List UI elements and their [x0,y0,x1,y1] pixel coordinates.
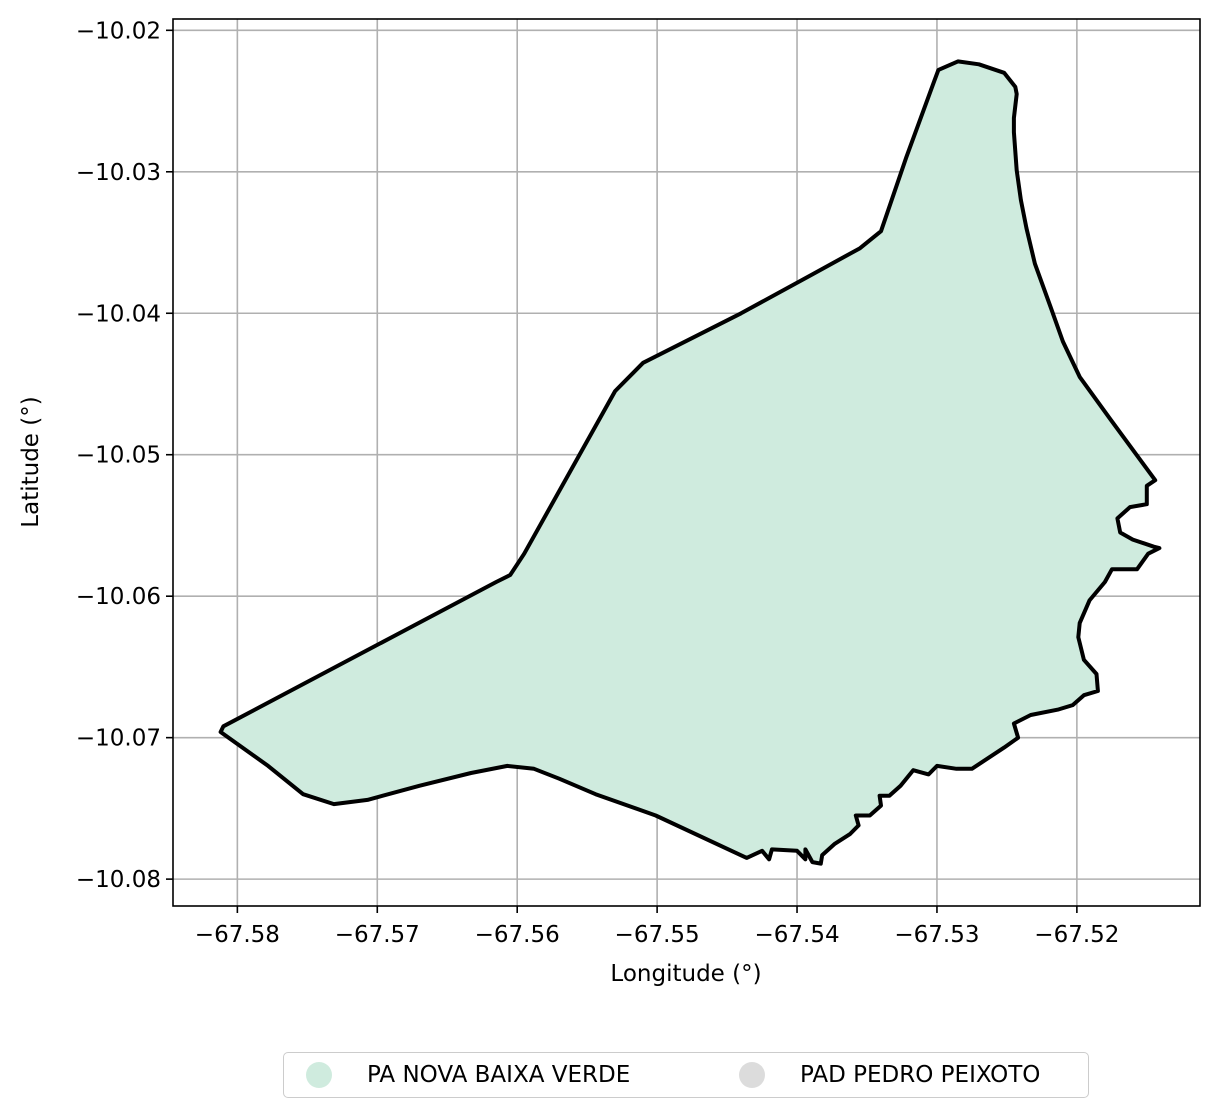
y-tick-label: −10.05 [76,443,161,469]
x-tick-label: −67.55 [615,922,700,948]
y-tick-label: −10.07 [76,726,161,752]
x-tick-label: −67.57 [335,922,420,948]
y-tick-label: −10.06 [76,584,161,610]
x-tick-label: −67.58 [195,922,280,948]
x-tick-label: −67.53 [894,922,979,948]
x-axis-label: Longitude (°) [610,961,761,987]
y-tick-label: −10.02 [76,18,161,44]
plot-frame [172,18,1201,907]
legend-label-pa-nova-baixa-verde: PA NOVA BAIXA VERDE [367,1062,631,1088]
axis-ticks: −67.58 −67.57 −67.56 −67.55 −67.54 −67.53 −67.… [76,18,1120,948]
legend: PA NOVA BAIXA VERDE PAD PEDRO PEIXOTO [283,1052,1089,1098]
y-tick-label: −10.08 [76,867,161,893]
legend-item-pa-nova-baixa-verde: PA NOVA BAIXA VERDE [306,1053,630,1097]
legend-marker-pa-nova-baixa-verde [306,1062,332,1088]
y-axis-label: Latitude (°) [18,396,44,527]
legend-label-pad-pedro-peixoto: PAD PEDRO PEIXOTO [800,1062,1041,1088]
x-tick-label: −67.56 [475,922,560,948]
x-tick-label: −67.54 [754,922,839,948]
y-tick-label: −10.04 [76,301,161,327]
x-tick-label: −67.52 [1034,922,1119,948]
y-tick-label: −10.03 [76,160,161,186]
pa-nova-baixa-verde-polygon [218,59,1162,866]
legend-item-pad-pedro-peixoto: PAD PEDRO PEIXOTO [739,1053,1040,1097]
legend-marker-pad-pedro-peixoto [739,1062,765,1088]
